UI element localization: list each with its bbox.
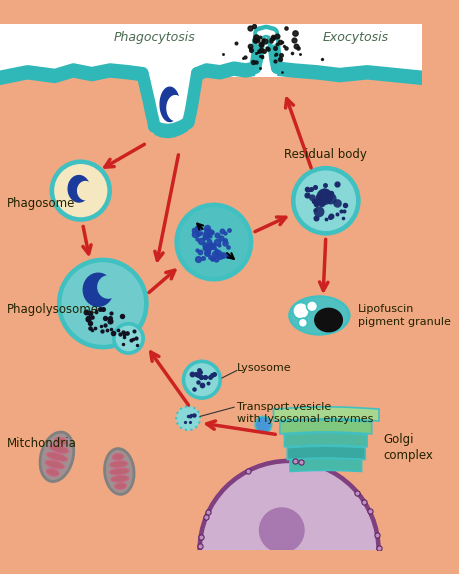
- Text: Mitchondria: Mitchondria: [7, 437, 77, 451]
- Ellipse shape: [109, 468, 129, 475]
- Polygon shape: [277, 68, 421, 85]
- Ellipse shape: [112, 453, 123, 460]
- Polygon shape: [0, 24, 421, 130]
- Text: Golgi
complex: Golgi complex: [383, 433, 432, 462]
- Polygon shape: [154, 123, 188, 138]
- Circle shape: [174, 203, 253, 281]
- Text: Transport vesicle
with lysosomal enzymes: Transport vesicle with lysosomal enzymes: [236, 402, 372, 424]
- Text: Lysosome: Lysosome: [236, 363, 291, 373]
- Polygon shape: [149, 90, 191, 132]
- Polygon shape: [273, 407, 378, 421]
- Polygon shape: [289, 459, 361, 471]
- Text: Phagocytosis: Phagocytosis: [113, 31, 195, 44]
- Ellipse shape: [114, 483, 126, 490]
- Ellipse shape: [287, 295, 350, 336]
- Polygon shape: [188, 73, 197, 131]
- Circle shape: [318, 188, 330, 201]
- Text: Phagosome: Phagosome: [7, 197, 76, 210]
- Circle shape: [50, 160, 112, 222]
- Circle shape: [290, 166, 360, 235]
- Circle shape: [292, 302, 308, 319]
- Polygon shape: [78, 181, 93, 200]
- Circle shape: [54, 164, 107, 217]
- Ellipse shape: [55, 437, 67, 445]
- Polygon shape: [257, 34, 274, 74]
- Ellipse shape: [46, 452, 67, 461]
- Polygon shape: [259, 31, 272, 41]
- Polygon shape: [280, 420, 371, 434]
- Text: Residual body: Residual body: [284, 148, 366, 161]
- Polygon shape: [68, 176, 90, 202]
- Circle shape: [306, 301, 317, 312]
- Polygon shape: [83, 273, 113, 307]
- Circle shape: [112, 322, 145, 355]
- Circle shape: [176, 406, 200, 430]
- Polygon shape: [0, 24, 421, 77]
- Polygon shape: [98, 276, 118, 298]
- Circle shape: [297, 318, 307, 327]
- Polygon shape: [255, 33, 259, 76]
- Ellipse shape: [40, 432, 73, 482]
- Circle shape: [313, 207, 324, 217]
- Circle shape: [258, 507, 304, 553]
- Ellipse shape: [45, 460, 64, 469]
- Circle shape: [295, 170, 355, 231]
- Circle shape: [333, 199, 341, 208]
- Ellipse shape: [49, 445, 68, 453]
- Polygon shape: [167, 96, 183, 121]
- Circle shape: [115, 325, 141, 351]
- Circle shape: [197, 459, 380, 574]
- Ellipse shape: [109, 461, 128, 467]
- Polygon shape: [160, 87, 179, 122]
- Text: Phagolysosome: Phagolysosome: [7, 304, 99, 316]
- Polygon shape: [142, 73, 154, 135]
- Polygon shape: [272, 33, 277, 76]
- Text: Lipofuscin
pigment granule: Lipofuscin pigment granule: [357, 304, 450, 327]
- Circle shape: [315, 194, 322, 201]
- Ellipse shape: [46, 468, 59, 476]
- Circle shape: [62, 262, 144, 345]
- Circle shape: [255, 416, 271, 433]
- Circle shape: [202, 463, 375, 574]
- Circle shape: [185, 363, 218, 396]
- Polygon shape: [284, 433, 366, 447]
- Ellipse shape: [111, 475, 129, 482]
- Polygon shape: [0, 69, 142, 85]
- Circle shape: [318, 200, 325, 207]
- Ellipse shape: [290, 297, 347, 333]
- Circle shape: [179, 207, 248, 277]
- Circle shape: [181, 359, 222, 400]
- Circle shape: [57, 258, 148, 350]
- Circle shape: [324, 193, 336, 204]
- Ellipse shape: [104, 448, 134, 494]
- Text: Exocytosis: Exocytosis: [322, 31, 388, 44]
- Polygon shape: [197, 68, 255, 82]
- Polygon shape: [286, 446, 364, 460]
- Circle shape: [316, 189, 332, 205]
- Polygon shape: [314, 308, 341, 332]
- Circle shape: [308, 195, 315, 201]
